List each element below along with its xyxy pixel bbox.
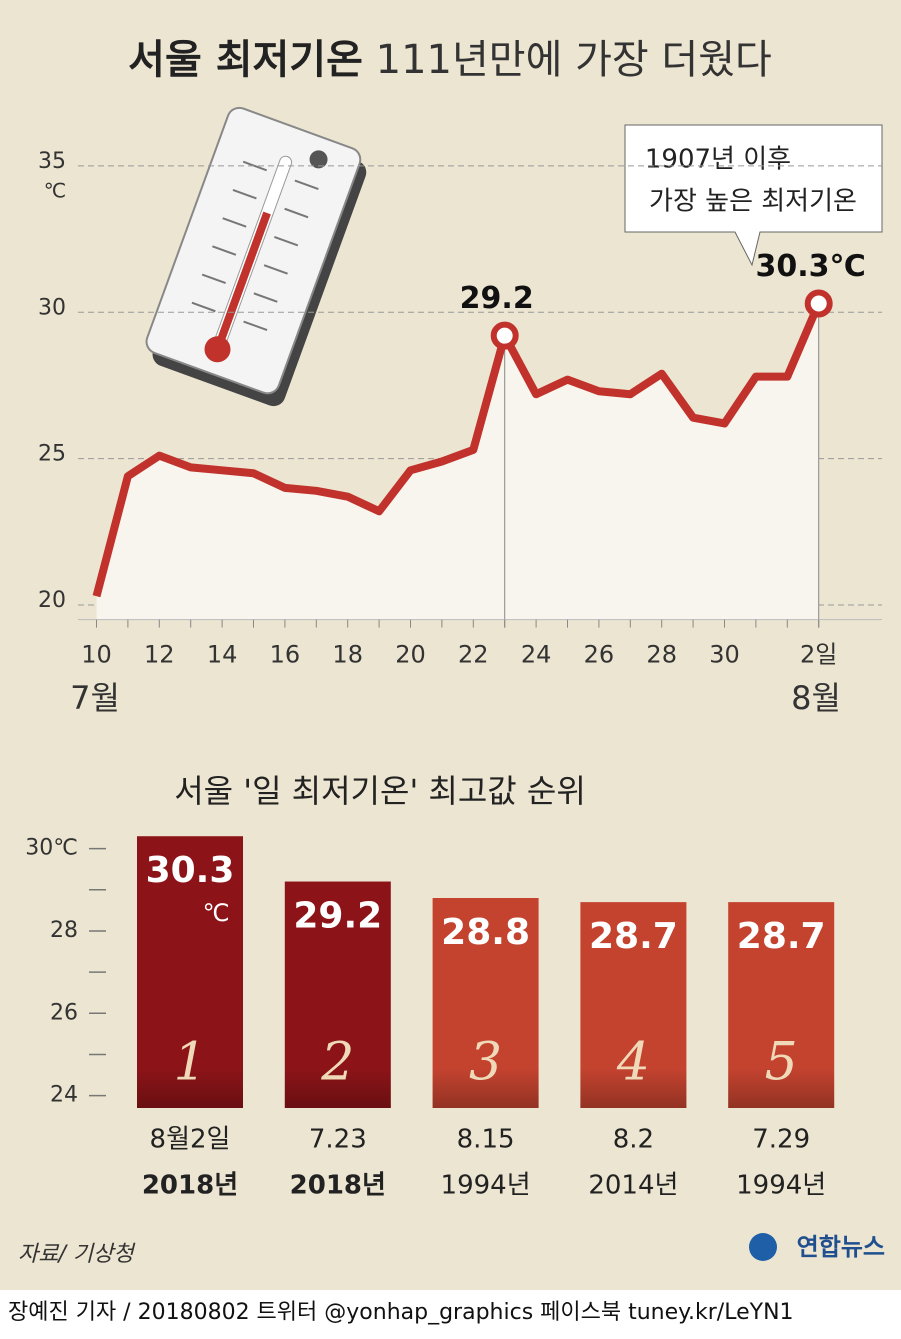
x-tick-label: 20	[395, 641, 426, 669]
x-tick-label: 1994년	[736, 1171, 826, 1201]
footer: 장예진 기자 / 20180802 트위터 @yonhap_graphics 페…	[8, 1300, 794, 1325]
bar-shade	[137, 1068, 243, 1108]
brand-logo	[749, 1233, 777, 1261]
rank: 4	[616, 1033, 650, 1093]
y-tick-label: 30	[38, 295, 66, 320]
value-label: 28.8	[441, 912, 530, 953]
x-tick-label: 16	[270, 641, 301, 669]
x-tick-label: 2018년	[290, 1171, 386, 1201]
x-tick-label: 26	[584, 641, 615, 669]
y-tick-label: 25	[38, 442, 66, 467]
area	[96, 303, 819, 620]
brand: 연합뉴스	[797, 1233, 885, 1261]
bar-shade	[728, 1068, 835, 1108]
x-tick-label: 8.2	[613, 1125, 654, 1155]
source: 자료/ 기상청	[18, 1242, 136, 1267]
value-label: 28.7	[737, 916, 826, 957]
y-tick-label: 24	[50, 1083, 78, 1108]
x-tick-label: 8월2일	[150, 1125, 231, 1155]
x-tick-label: 14	[207, 641, 238, 669]
x-tick-label: 10	[81, 641, 112, 669]
x-tick-label: 8.15	[457, 1125, 515, 1155]
rank: 5	[765, 1033, 798, 1093]
x-tick-label: 12	[144, 641, 175, 669]
x-tick-label: 22	[458, 641, 489, 669]
callout-box	[624, 124, 883, 267]
y-tick-label: 35	[38, 149, 66, 174]
x-tick-label: 2018년	[142, 1171, 238, 1201]
title: 서울 최저기온 111년만에 가장 더웠다	[128, 37, 772, 83]
x-tick-label: 24	[521, 641, 552, 669]
value-label: 29.2	[293, 896, 382, 937]
bar-shade	[284, 1068, 391, 1108]
bar-shade	[580, 1068, 687, 1108]
bar-shade	[432, 1068, 539, 1108]
point	[490, 321, 519, 350]
x-tick-label: 18	[332, 641, 363, 669]
month-label: 7월	[70, 679, 120, 717]
x-tick-label: 30	[709, 641, 740, 669]
x-tick-label: 1994년	[441, 1171, 531, 1201]
x-tick-label: 2일	[800, 641, 837, 669]
y-tick-label: 26	[50, 1000, 78, 1025]
value-label: 29.2	[460, 281, 534, 316]
callout-text: 1907년 이후	[645, 145, 791, 175]
rank: 1	[173, 1033, 206, 1093]
x-tick-label: 28	[646, 641, 677, 669]
chart-title: 서울 '일 최저기온' 최고값 순위	[174, 772, 586, 810]
point	[804, 289, 833, 318]
y-tick-label: 20	[38, 588, 66, 613]
line	[92, 301, 823, 598]
value-label: 28.7	[589, 916, 678, 957]
month-label: 8월	[791, 679, 841, 717]
x-tick-label: 7.23	[309, 1125, 367, 1155]
footer-bg	[0, 1290, 901, 1335]
value-label: 30.3	[146, 850, 235, 891]
value-label: 30.3℃	[756, 249, 866, 284]
y-unit: ℃	[44, 179, 66, 203]
y-tick-label: 28	[50, 918, 78, 943]
bar	[137, 836, 243, 1108]
callout-text: 가장 높은 최저기온	[649, 187, 857, 217]
unit-label: ℃	[203, 899, 230, 927]
rank: 2	[320, 1033, 354, 1093]
x-tick-label: 2014년	[588, 1171, 678, 1201]
y-tick-label: 30℃	[25, 836, 78, 861]
rank: 3	[469, 1033, 502, 1093]
x-tick-label: 7.29	[752, 1125, 810, 1155]
